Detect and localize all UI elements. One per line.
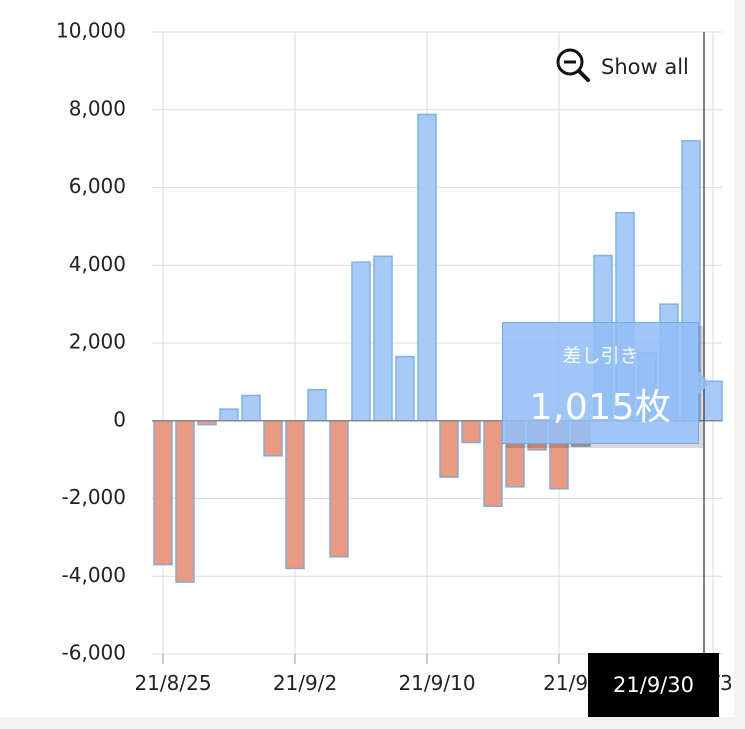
bar xyxy=(373,255,393,422)
bar xyxy=(307,388,327,422)
bar xyxy=(329,420,349,558)
bar xyxy=(395,355,415,422)
show-all-label: Show all xyxy=(601,55,689,79)
bar xyxy=(263,420,283,457)
bar xyxy=(461,420,481,444)
x-tick-label: 21/9/10 xyxy=(398,671,475,695)
x-tick-label: 21/9/ xyxy=(543,671,595,695)
tooltip-arrow xyxy=(698,371,710,395)
x-tick-label: 21/8/25 xyxy=(134,671,211,695)
bar xyxy=(483,420,503,508)
bar xyxy=(219,408,239,422)
y-tick-label: -6,000 xyxy=(62,641,126,665)
y-tick-label: 6,000 xyxy=(69,174,126,198)
show-all-button[interactable]: Show all xyxy=(555,48,689,86)
bar xyxy=(285,420,305,570)
right-edge-strip xyxy=(734,0,745,729)
y-tick-label: 4,000 xyxy=(69,252,126,276)
y-tick-label: -2,000 xyxy=(62,485,126,509)
bar xyxy=(417,113,437,422)
tooltip: 差し引き 1,015枚 xyxy=(502,322,710,444)
y-tick-label: 0 xyxy=(113,407,126,431)
bar xyxy=(153,420,173,566)
bar xyxy=(241,394,261,422)
x-tick-label: 21/9/2 xyxy=(273,671,337,695)
y-tick-label: 10,000 xyxy=(56,19,126,43)
zoom-out-icon xyxy=(555,47,591,87)
tooltip-title: 差し引き xyxy=(562,345,639,367)
bar xyxy=(175,420,195,583)
x-hover-label: 21/9/30 xyxy=(588,653,719,717)
y-tick-label: 2,000 xyxy=(69,330,126,354)
bottom-edge-strip xyxy=(0,717,745,729)
bar xyxy=(439,420,459,478)
bar xyxy=(351,261,371,422)
tooltip-value: 1,015枚 xyxy=(529,387,672,428)
y-tick-label: -4,000 xyxy=(62,563,126,587)
y-tick-label: 8,000 xyxy=(69,96,126,120)
